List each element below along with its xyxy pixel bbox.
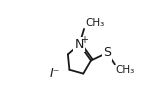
Text: CH₃: CH₃ [116, 65, 135, 75]
Text: CH₃: CH₃ [86, 18, 105, 28]
Text: +: + [80, 36, 88, 46]
Text: N: N [75, 38, 84, 51]
Text: S: S [103, 46, 111, 59]
Text: I⁻: I⁻ [50, 67, 60, 80]
